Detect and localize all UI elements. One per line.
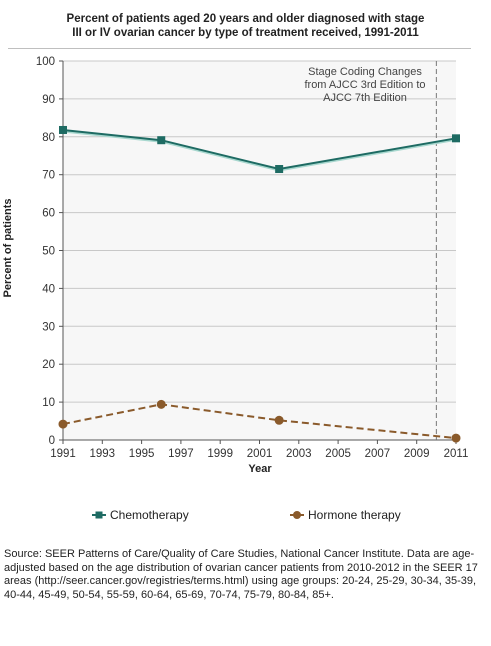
x-tick-label: 1991 [50, 448, 76, 460]
data-point [451, 433, 461, 443]
square-marker-icon [92, 511, 106, 519]
annotation-line-1: Stage Coding Changes [308, 66, 422, 78]
y-tick-label: 90 [42, 94, 55, 106]
x-tick-label: 2011 [444, 448, 469, 460]
annotation-line-2: from AJCC 3rd Edition to [304, 79, 426, 91]
y-tick-label: 50 [42, 246, 55, 258]
legend-label-hormone-therapy: Hormone therapy [308, 508, 401, 522]
x-tick-label: 1999 [207, 448, 233, 460]
legend-item-hormone-therapy: Hormone therapy [290, 508, 401, 522]
chart-title-line-2: III or IV ovarian cancer by type of trea… [72, 27, 419, 39]
x-tick-label: 1997 [168, 448, 194, 460]
y-tick-label: 20 [42, 359, 55, 371]
data-point [156, 399, 166, 409]
y-tick-label: 10 [42, 397, 55, 409]
x-tick-label: 2005 [325, 448, 351, 460]
series-line [62, 403, 457, 440]
series-hormone-therapy [58, 399, 461, 443]
y-tick-label: 0 [49, 435, 55, 447]
data-point [275, 165, 284, 174]
y-tick-label: 30 [42, 321, 55, 333]
legend-item-chemotherapy: Chemotherapy [92, 508, 189, 522]
axes [59, 60, 457, 444]
series-line [62, 128, 457, 171]
data-point [157, 136, 166, 145]
y-tick-label: 70 [42, 170, 55, 182]
legend-label-chemotherapy: Chemotherapy [110, 508, 189, 522]
annotation-line-3: AJCC 7th Edition [323, 92, 407, 104]
x-tick-labels: 1991 1993 1995 1997 1999 2001 2003 2005 2007 2009… [50, 448, 468, 460]
x-tick-label: 2009 [404, 448, 430, 460]
chart-title-line-1: Percent of patients aged 20 years and ol… [66, 13, 425, 25]
title-divider [8, 48, 471, 49]
x-tick-label: 1995 [129, 448, 155, 460]
data-point [59, 125, 67, 134]
x-axis-label: Year [248, 463, 272, 475]
source-note: Source: SEER Patterns of Care/Quality of… [4, 548, 478, 601]
x-tick-label: 2001 [247, 448, 273, 460]
y-tick-labels: 0 10 20 30 40 50 60 70 80 90 100 [36, 56, 55, 447]
x-tick-label: 2007 [365, 448, 391, 460]
data-point [274, 415, 284, 425]
data-point [452, 134, 460, 143]
data-point [58, 419, 68, 429]
y-tick-label: 40 [42, 283, 55, 295]
chart-title: Percent of patients aged 20 years and ol… [0, 12, 491, 40]
x-tick-label: 2003 [286, 448, 312, 460]
circle-marker-icon [290, 511, 304, 519]
series-line-shadow [62, 130, 457, 172]
series-chemotherapy [59, 125, 460, 174]
y-axis-label: Percent of patients [2, 198, 14, 298]
series-group [58, 125, 461, 443]
y-tick-label: 60 [42, 208, 55, 220]
y-tick-label: 80 [42, 132, 55, 144]
x-tick-label: 1993 [90, 448, 116, 460]
y-tick-label: 100 [36, 56, 55, 68]
coding-change-annotation: Stage Coding Changes from AJCC 3rd Editi… [290, 66, 440, 105]
